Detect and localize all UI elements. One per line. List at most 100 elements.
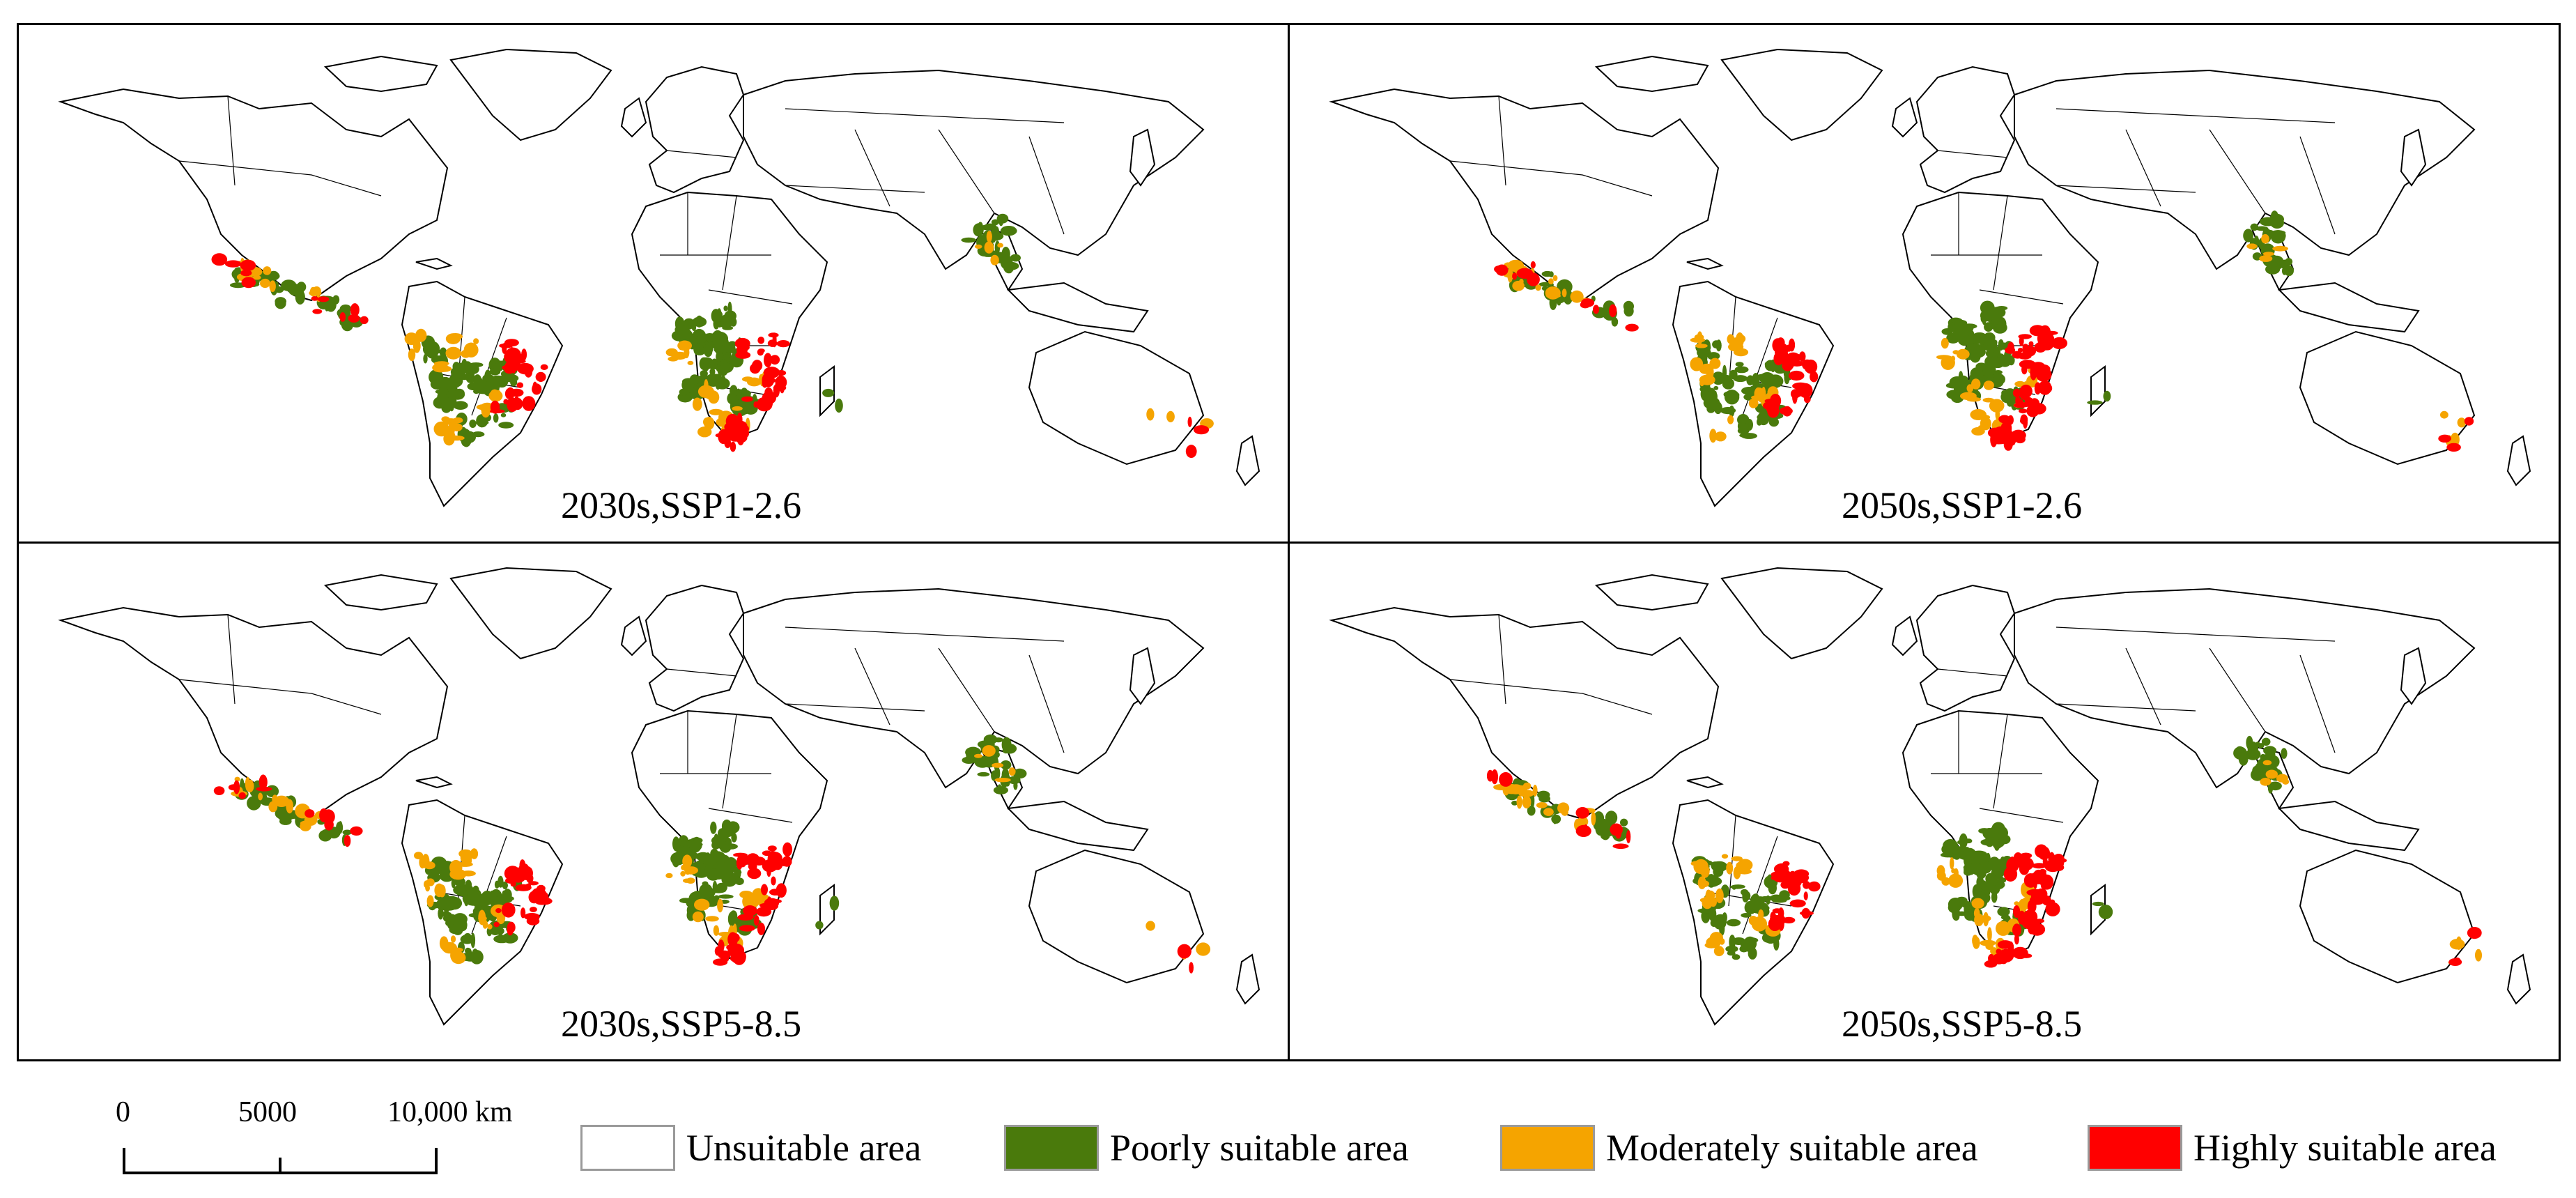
suitability-patch (2246, 735, 2253, 750)
suitability-patch (473, 376, 484, 392)
country-border (666, 150, 737, 158)
maritime-southeast-asia-landmass (1006, 800, 1149, 852)
australia-landmass (2299, 330, 2476, 466)
suitability-patch (977, 771, 990, 777)
suitability-patch (718, 950, 731, 960)
suitability-patch (1704, 942, 1718, 949)
suitability-patch (1768, 881, 1777, 895)
suitability-patch (2250, 223, 2259, 231)
suitability-patch (2265, 769, 2278, 779)
suitability-patch (734, 424, 750, 434)
suitability-patch (468, 367, 473, 374)
suitability-patch (1951, 868, 1956, 874)
suitability-patch (344, 835, 351, 847)
suitability-patch (1956, 896, 1968, 905)
suitability-patch (1948, 873, 1964, 888)
suitability-patch (767, 845, 777, 852)
country-border (227, 95, 236, 186)
suitability-patch (770, 355, 780, 365)
suitability-patch (1000, 226, 1017, 236)
suitability-patch (1948, 321, 1955, 333)
new-zealand-landmass (1235, 435, 1260, 486)
suitability-patch (2265, 264, 2281, 275)
map-panel: 2030s,SSP1-2.6 (19, 25, 1273, 534)
suitability-patch (2042, 857, 2048, 866)
suitability-patch (446, 390, 461, 397)
suitability-patch (2246, 243, 2258, 249)
country-border (2299, 654, 2336, 753)
suitability-patch (425, 341, 440, 357)
suitability-patch (1486, 769, 1494, 782)
suitability-patch (509, 870, 516, 881)
suitability-patch (2043, 344, 2050, 349)
suitability-patch (1952, 350, 1959, 355)
suitability-patch (1772, 916, 1777, 930)
suitability-patch (1706, 891, 1714, 902)
suitability-patch (520, 907, 526, 919)
suitability-patch (269, 280, 276, 293)
suitability-patch (350, 303, 360, 317)
suitability-patch (1974, 887, 1983, 892)
suitability-patch (516, 382, 524, 388)
suitability-patch (735, 866, 741, 880)
suitability-patch (279, 817, 292, 825)
suitability-patch (1985, 942, 1993, 950)
suitability-patch (1973, 907, 1980, 919)
suitability-patch (1741, 913, 1752, 918)
suitability-patch (2019, 852, 2033, 859)
suitability-patch (1605, 811, 1618, 825)
suitability-patch (2262, 753, 2276, 760)
suitability-patch (486, 376, 491, 383)
suitability-patch (2255, 742, 2260, 747)
uk-ireland-landmass (1891, 97, 1918, 138)
suitability-patch (815, 921, 824, 930)
suitability-patch (2243, 229, 2253, 243)
suitability-patch (522, 396, 536, 411)
suitability-patch (1971, 898, 1984, 909)
scale-tick-label: 0 (116, 1096, 130, 1128)
suitability-patch (1012, 768, 1027, 779)
suitability-patch (764, 353, 772, 367)
suitability-patch (1593, 305, 1600, 314)
suitability-patch (731, 833, 737, 843)
suitability-patch (490, 409, 505, 414)
suitability-patch (718, 939, 725, 953)
suitability-patch (702, 333, 707, 343)
suitability-patch (502, 889, 512, 901)
suitability-patch (1997, 940, 2014, 949)
suitability-patch (1507, 268, 1513, 283)
suitability-patch (1759, 372, 1775, 385)
suitability-patch (2030, 364, 2037, 381)
legend-swatch (1004, 1125, 1099, 1171)
suitability-patch (705, 916, 719, 922)
suitability-patch (1964, 903, 1970, 913)
suitability-patch (716, 308, 722, 323)
suitability-patch (273, 795, 290, 807)
suitability-patch (1511, 262, 1524, 271)
suitability-patch (1941, 337, 1949, 349)
suitability-patch (1189, 962, 1194, 974)
suitability-patch (684, 346, 690, 359)
suitability-patch (498, 875, 504, 888)
country-border (1993, 714, 2008, 809)
suitability-patch (1997, 353, 2005, 362)
suitability-patch (1979, 337, 1984, 347)
suitability-patch (747, 868, 762, 880)
country-border (1979, 289, 2064, 305)
suitability-patch (1697, 880, 1710, 888)
suitability-patch (2018, 898, 2027, 914)
europe-landmass (1915, 584, 2016, 712)
suitability-patch (684, 866, 698, 875)
suitability-patch (338, 821, 343, 834)
country-border (2056, 185, 2196, 193)
suitability-patch (2446, 443, 2461, 452)
suitability-patch (718, 828, 727, 839)
suitability-patch (1764, 360, 1776, 371)
suitability-patch (757, 337, 765, 344)
caribbean-islands-landmass (415, 257, 453, 270)
suitability-patch (1788, 338, 1796, 352)
suitability-patch (1989, 399, 2005, 413)
world-map (1329, 48, 2531, 507)
suitability-patch (1802, 881, 1811, 889)
country-border (2125, 129, 2161, 207)
